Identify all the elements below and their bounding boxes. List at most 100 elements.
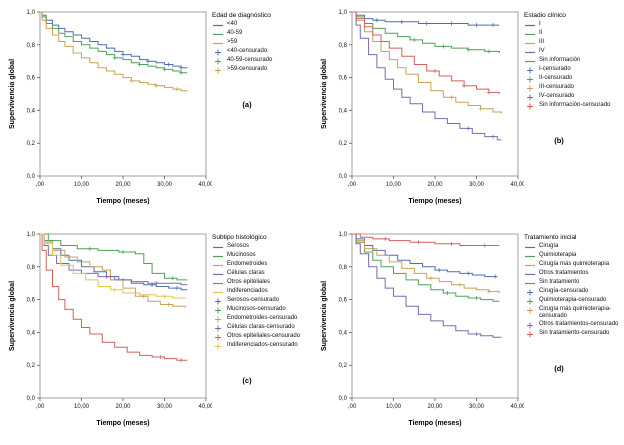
legend-item-label: I bbox=[539, 21, 541, 28]
legend-item: IV-censurado bbox=[524, 93, 620, 101]
censored-plus-icon bbox=[215, 325, 221, 332]
legend-item: Sin tratamiento bbox=[524, 279, 620, 287]
svg-text:Tiempo (meses): Tiempo (meses) bbox=[96, 198, 149, 205]
legend-item-label: >59-censurado bbox=[227, 66, 268, 73]
svg-text:20,00: 20,00 bbox=[115, 182, 131, 188]
series-line-swatch bbox=[213, 274, 223, 276]
legend-item-label: III bbox=[539, 39, 545, 46]
legend-item-label: Serosos-censurado bbox=[227, 297, 280, 304]
survival-plot-b: ,00 10,00 20,00 30,00 40,00 0,0 0,2 0,4 0,6 0,8 1,… bbox=[321, 10, 524, 205]
legend-item-label: I-censurado bbox=[539, 66, 571, 73]
svg-text:0,4: 0,4 bbox=[339, 330, 348, 336]
legend-item: Sin información bbox=[524, 57, 620, 65]
svg-text:Supervivencia global: Supervivencia global bbox=[9, 281, 16, 351]
censored-plus-icon bbox=[215, 298, 221, 305]
legend-item: Quimioterapia bbox=[524, 252, 620, 260]
svg-text:0,6: 0,6 bbox=[339, 76, 348, 82]
censored-plus-icon bbox=[527, 331, 533, 338]
legend-item: Otros epiteliales bbox=[212, 279, 308, 287]
censored-plus-icon bbox=[527, 289, 533, 296]
censored-plus-icon bbox=[215, 316, 221, 323]
svg-text:40,00: 40,00 bbox=[198, 182, 212, 188]
svg-text:30,00: 30,00 bbox=[157, 404, 173, 410]
legend-item-label: Mucinosos bbox=[227, 252, 256, 259]
panel-c-side: Subtipo histológico Serosos Mucinosos Endo… bbox=[212, 226, 310, 445]
censored-plus-icon bbox=[527, 94, 533, 101]
legend-item-label: IV-censurado bbox=[539, 93, 575, 100]
legend-item-label: Indiferenciados bbox=[227, 288, 268, 295]
legend-items: Cirugía Quimioterapia Cirugía más quimiote… bbox=[524, 243, 620, 338]
legend-item-label: Quimioterapia-censurado bbox=[539, 297, 607, 304]
legend-item: III bbox=[524, 39, 620, 47]
legend-item-label: Quimioterapia bbox=[539, 252, 577, 259]
censored-plus-icon bbox=[527, 76, 533, 83]
legend-item: Endometroides-censurado bbox=[212, 315, 308, 323]
legend-item-label: III-censurado bbox=[539, 84, 575, 91]
legend-item: Serosos bbox=[212, 243, 308, 251]
svg-text:1,0: 1,0 bbox=[339, 10, 348, 16]
legend-edad: Edad de diagnóstico <40 40-59 >59 <40-censu… bbox=[212, 12, 308, 74]
legend-item-label: 40-59 bbox=[227, 30, 243, 37]
svg-text:Supervivencia global: Supervivencia global bbox=[321, 281, 328, 351]
svg-text:0,2: 0,2 bbox=[27, 363, 36, 369]
legend-item: Serosos-censurado bbox=[212, 297, 308, 305]
legend-item: Células claras-censurado bbox=[212, 324, 308, 332]
series-line-swatch bbox=[213, 265, 223, 267]
series-line-swatch bbox=[525, 265, 535, 267]
legend-item: <40-censurado bbox=[212, 48, 308, 56]
legend-item: Otros epiteliales-censurado bbox=[212, 333, 308, 341]
legend-item-label: Mucinosos-censurado bbox=[227, 306, 286, 313]
legend-item-label: II bbox=[539, 30, 543, 37]
legend-item-label: Sin tratamiento bbox=[539, 279, 580, 286]
legend-item: Cirugía-censurado bbox=[524, 288, 620, 296]
legend-items: I II III IV Sin información I-censurado II-cen… bbox=[524, 21, 620, 110]
censored-plus-icon bbox=[527, 103, 533, 110]
legend-items: <40 40-59 >59 <40-censurado 40-59-censurado >… bbox=[212, 21, 308, 74]
series-line-swatch bbox=[213, 247, 223, 249]
legend-item: Mucinosos bbox=[212, 252, 308, 260]
legend-item-label: II-censurado bbox=[539, 75, 573, 82]
svg-text:20,00: 20,00 bbox=[427, 182, 443, 188]
svg-text:Supervivencia global: Supervivencia global bbox=[9, 59, 16, 129]
censored-plus-icon bbox=[215, 307, 221, 314]
svg-text:30,00: 30,00 bbox=[469, 182, 485, 188]
series-line-swatch bbox=[525, 274, 535, 276]
svg-text:10,00: 10,00 bbox=[386, 404, 402, 410]
panel-label-c: (c) bbox=[242, 376, 252, 386]
legend-item: Mucinosos-censurado bbox=[212, 306, 308, 314]
legend-item: Indiferenciados bbox=[212, 288, 308, 296]
svg-text:0,8: 0,8 bbox=[27, 43, 36, 49]
svg-text:,00: ,00 bbox=[36, 182, 45, 188]
legend-item: >59-censurado bbox=[212, 66, 308, 74]
series-line-swatch bbox=[213, 34, 223, 36]
series-line-swatch bbox=[213, 256, 223, 258]
series-line-swatch bbox=[213, 283, 223, 285]
km-panel-a: ,00 10,00 20,00 30,00 40,00 0,0 0,2 0,4 0,6 0,8 1,… bbox=[0, 0, 312, 222]
svg-text:0,8: 0,8 bbox=[27, 265, 36, 271]
legend-title: Tratamiento inicial bbox=[524, 234, 577, 241]
legend-item-label: Sin información bbox=[539, 57, 581, 64]
censored-plus-icon bbox=[215, 334, 221, 341]
legend-item-label: Endometroides bbox=[227, 261, 268, 268]
legend-item-label: Sin tratamiento-censurado bbox=[539, 330, 610, 337]
legend-item-label: Cirugía bbox=[539, 243, 559, 250]
svg-text:30,00: 30,00 bbox=[469, 404, 485, 410]
legend-item: Sin tratamiento-censurado bbox=[524, 330, 620, 338]
legend-item: Cirugía más quimioterapia bbox=[524, 261, 620, 269]
svg-text:10,00: 10,00 bbox=[386, 182, 402, 188]
svg-text:Tiempo (meses): Tiempo (meses) bbox=[408, 420, 461, 427]
km-panel-b: ,00 10,00 20,00 30,00 40,00 0,0 0,2 0,4 0,6 0,8 1,… bbox=[312, 0, 624, 222]
legend-title: Subtipo histológico bbox=[212, 234, 267, 241]
legend-item: Otros tratamientos bbox=[524, 270, 620, 278]
panel-a-side: Edad de diagnóstico <40 40-59 >59 <40-censu… bbox=[212, 4, 310, 222]
series-line-swatch bbox=[525, 43, 535, 45]
legend-item: I bbox=[524, 21, 620, 29]
legend-item: III-censurado bbox=[524, 84, 620, 92]
km-panel-c: ,00 10,00 20,00 30,00 40,00 0,0 0,2 0,4 0,6 0,8 1,… bbox=[0, 222, 312, 445]
svg-text:40,00: 40,00 bbox=[510, 182, 524, 188]
legend-item: Endometroides bbox=[212, 261, 308, 269]
legend-item: <40 bbox=[212, 21, 308, 29]
svg-text:0,0: 0,0 bbox=[339, 396, 348, 402]
series-line-swatch bbox=[525, 52, 535, 54]
